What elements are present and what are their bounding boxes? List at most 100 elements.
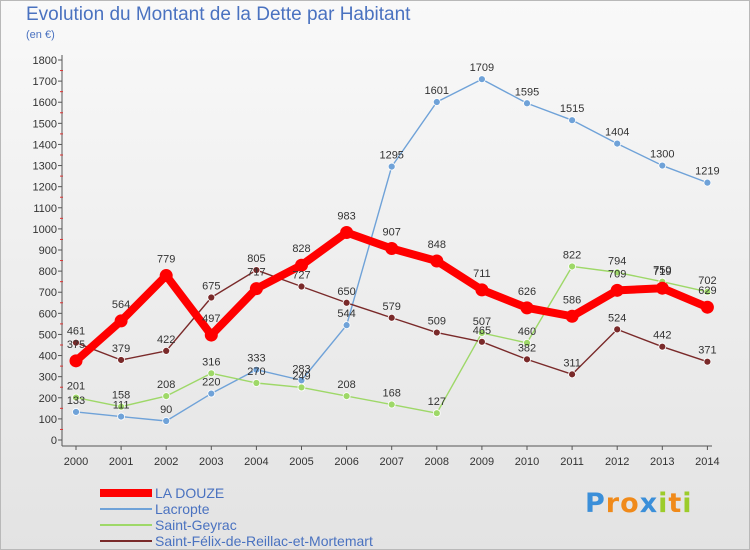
data-point	[162, 347, 171, 355]
data-point	[658, 161, 667, 170]
y-tick-label: 800	[39, 266, 57, 278]
x-tick-label: 2013	[650, 456, 674, 468]
data-label: 717	[247, 267, 265, 279]
data-point	[523, 355, 531, 364]
data-label: 507	[473, 316, 491, 328]
data-label: 111	[113, 400, 130, 412]
data-point	[387, 400, 396, 409]
data-point	[297, 383, 306, 392]
data-label: 1595	[515, 86, 539, 98]
data-label: 711	[473, 268, 491, 280]
y-tick-label: 0	[51, 435, 57, 447]
data-label: 1295	[379, 150, 403, 162]
data-point	[117, 412, 125, 421]
data-label: 822	[563, 249, 581, 261]
data-point	[159, 269, 173, 283]
data-label: 208	[337, 379, 355, 391]
data-label: 650	[337, 286, 355, 298]
data-label: 460	[518, 326, 536, 338]
data-label: 1601	[425, 85, 449, 97]
data-point	[703, 357, 712, 366]
data-point	[700, 300, 714, 314]
data-label: 465	[473, 325, 491, 337]
data-point	[477, 75, 486, 84]
y-tick-label: 1000	[33, 224, 57, 236]
data-label: 626	[518, 286, 536, 298]
data-point	[252, 266, 261, 274]
data-point	[703, 178, 712, 187]
data-point	[342, 298, 351, 307]
data-point	[432, 98, 441, 106]
y-tick-label: 1300	[33, 161, 57, 173]
data-point	[565, 309, 579, 323]
x-tick-label: 2014	[695, 456, 719, 468]
data-label: 544	[337, 308, 355, 320]
data-label: 208	[157, 379, 175, 391]
data-point	[162, 417, 171, 425]
data-point	[72, 408, 80, 416]
data-point	[69, 354, 83, 368]
data-label: 422	[157, 334, 175, 346]
data-point	[297, 282, 306, 291]
data-point	[162, 392, 171, 400]
data-label: 311	[563, 357, 581, 369]
x-tick-label: 2007	[379, 456, 403, 468]
x-tick-label: 2005	[289, 456, 313, 468]
y-tick-label: 700	[39, 287, 57, 299]
data-point	[523, 99, 531, 108]
y-tick-label: 1600	[33, 97, 57, 109]
data-point	[475, 283, 489, 297]
data-point	[117, 402, 125, 411]
data-point	[610, 283, 624, 297]
data-label: 158	[112, 390, 130, 402]
logo-letter: x	[639, 488, 659, 519]
data-label: 133	[67, 395, 85, 407]
y-tick-label: 1500	[33, 118, 57, 130]
y-tick-label: 1400	[33, 139, 57, 151]
data-label: 316	[202, 356, 220, 368]
legend-swatch	[100, 489, 152, 497]
data-point	[72, 338, 80, 347]
logo-letter: i	[682, 488, 693, 519]
x-tick-label: 2002	[154, 456, 178, 468]
legend-swatch	[100, 508, 152, 510]
data-point	[207, 369, 216, 378]
data-label: 828	[292, 243, 310, 255]
logo-letter: t	[668, 488, 683, 519]
data-point	[72, 393, 80, 402]
data-point	[477, 329, 486, 337]
data-point	[568, 116, 576, 125]
data-label: 727	[292, 270, 310, 282]
legend-label: Saint-Félix-de-Reillac-et-Mortemart	[155, 533, 373, 549]
x-tick-label: 2012	[605, 456, 629, 468]
data-label: 1515	[560, 103, 584, 115]
data-label: 375	[67, 339, 85, 351]
legend-label: LA DOUZE	[155, 485, 225, 501]
data-point	[613, 268, 622, 277]
data-label: 270	[247, 366, 265, 378]
data-point	[432, 328, 441, 337]
data-label: 719	[653, 266, 671, 278]
data-point	[387, 313, 396, 322]
chart-title: Evolution du Montant de la Dette par Hab…	[26, 4, 411, 25]
legend-label: Saint-Geyrac	[155, 517, 237, 533]
data-label: 1219	[695, 166, 719, 178]
data-label: 371	[698, 345, 716, 357]
data-point	[385, 242, 399, 256]
x-tick-label: 2000	[64, 456, 88, 468]
chart-subtitle: (en €)	[26, 29, 55, 41]
y-tick-label: 200	[39, 393, 57, 405]
legend-swatch	[100, 524, 152, 526]
y-tick-label: 1100	[33, 203, 57, 215]
y-tick-label: 500	[39, 329, 57, 341]
data-label: 249	[292, 370, 310, 382]
data-label: 675	[202, 281, 220, 293]
data-point	[655, 281, 669, 295]
y-tick-label: 400	[39, 351, 57, 363]
data-label: 1709	[470, 62, 494, 74]
data-label: 709	[608, 268, 626, 280]
data-point	[117, 356, 125, 364]
x-tick-label: 2010	[515, 456, 539, 468]
